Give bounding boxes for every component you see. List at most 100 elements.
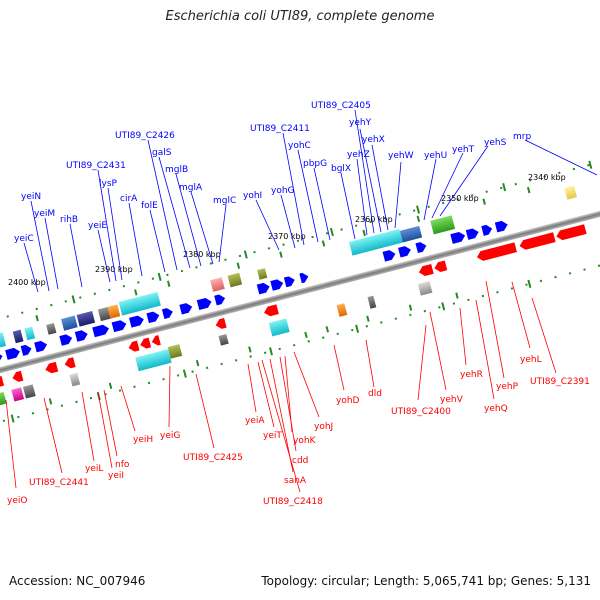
tick-dot bbox=[558, 171, 561, 175]
tick-dot bbox=[529, 179, 532, 182]
tick-dot bbox=[263, 351, 267, 354]
forward-gene-arrow bbox=[111, 320, 127, 333]
tick-dot bbox=[234, 359, 238, 362]
gene-label-yehU: yehU bbox=[424, 151, 447, 161]
tick-dot bbox=[93, 292, 97, 295]
accession-label: Accession: NC_007946 bbox=[9, 574, 146, 588]
tick-dot bbox=[147, 381, 151, 385]
tick-dot bbox=[151, 277, 155, 280]
feature-block bbox=[227, 272, 243, 288]
feature-block bbox=[248, 346, 252, 353]
tick-dot bbox=[195, 266, 198, 269]
tick-dot bbox=[253, 250, 256, 254]
gene-label-UTI89_C2411: UTI89_C2411 bbox=[250, 124, 310, 134]
feature-block bbox=[279, 251, 283, 258]
feature-block bbox=[408, 304, 413, 311]
tick-mark bbox=[588, 160, 593, 169]
feature-block bbox=[564, 185, 578, 200]
forward-gene-arrow bbox=[179, 303, 193, 315]
gene-label-UTI89_C2391: UTI89_C2391 bbox=[530, 377, 590, 387]
tick-mark bbox=[416, 205, 421, 214]
gene-label-yeiE: yeiE bbox=[88, 221, 107, 231]
tick-dot bbox=[583, 268, 586, 271]
reverse-gene-arrow bbox=[0, 375, 5, 387]
tick-dot bbox=[75, 400, 78, 404]
tick-dot bbox=[278, 347, 281, 351]
tick-mark bbox=[527, 279, 532, 289]
reverse-gene-arrow bbox=[264, 304, 279, 317]
gene-label-yeiO: yeiO bbox=[7, 496, 27, 506]
feature-block bbox=[135, 349, 172, 372]
gene-label-UTI89_C2431: UTI89_C2431 bbox=[66, 161, 126, 171]
forward-gene-arrow bbox=[92, 324, 109, 338]
tick-dot bbox=[485, 190, 488, 193]
tick-dot bbox=[467, 298, 470, 302]
gene-label-yehW: yehW bbox=[388, 151, 414, 161]
gene-label-yohJ: yohJ bbox=[314, 422, 333, 432]
feature-block bbox=[362, 229, 366, 237]
forward-gene-arrow bbox=[129, 315, 144, 328]
feature-block bbox=[366, 315, 370, 322]
feature-block bbox=[134, 289, 138, 296]
gene-label-yehP: yehP bbox=[496, 382, 519, 392]
tick-dot bbox=[325, 232, 329, 235]
gene-label-yeiA: yeiA bbox=[245, 416, 265, 426]
gene-label-yohD: yohD bbox=[336, 396, 360, 406]
feature-block bbox=[257, 268, 268, 280]
tick-dot bbox=[514, 182, 517, 186]
feature-block bbox=[69, 372, 81, 387]
forward-gene-arrow bbox=[256, 282, 270, 295]
feature-block bbox=[22, 384, 36, 399]
gene-label-cdd: cdd bbox=[292, 456, 308, 466]
reverse-gene-arrow bbox=[215, 317, 227, 329]
gene-label-UTI89_C2400: UTI89_C2400 bbox=[391, 407, 451, 417]
tick-dot bbox=[21, 311, 24, 314]
tick-dot bbox=[409, 313, 412, 317]
tick-mark bbox=[157, 272, 162, 282]
gene-label-mglA: mglA bbox=[179, 183, 203, 193]
reverse-gene-arrow bbox=[64, 357, 76, 369]
reverse-gene-labels bbox=[5, 280, 557, 493]
tick-dot bbox=[282, 243, 285, 246]
tick-mark bbox=[441, 302, 446, 311]
gene-label-nfo: nfo bbox=[115, 460, 130, 470]
feature-block bbox=[417, 281, 433, 296]
forward-gene-arrow bbox=[146, 311, 160, 324]
gene-label-UTI89_C2426: UTI89_C2426 bbox=[115, 131, 175, 141]
gene-label-lysP: lysP bbox=[99, 179, 118, 189]
gene-label-yeiN: yeiN bbox=[21, 192, 41, 202]
forward-gene-arrow bbox=[34, 340, 48, 353]
forward-gene-arrow bbox=[382, 250, 396, 262]
tick-dot bbox=[456, 198, 459, 201]
gene-label-yehL: yehL bbox=[520, 355, 542, 365]
tick-dot bbox=[108, 288, 111, 292]
forward-gene-arrow bbox=[270, 279, 284, 291]
feature-block bbox=[108, 382, 113, 389]
tick-dot bbox=[31, 412, 35, 415]
feature-block bbox=[336, 303, 348, 317]
gene-features bbox=[0, 185, 587, 407]
gene-label-bglX: bglX bbox=[331, 164, 351, 174]
gene-label-folE: folE bbox=[141, 201, 158, 211]
feature-block bbox=[367, 295, 377, 309]
tick-dot bbox=[554, 275, 557, 279]
forward-gene-arrow bbox=[465, 228, 479, 240]
feature-block bbox=[46, 323, 57, 335]
forward-gene-arrow bbox=[5, 347, 20, 360]
tick-dot-rows bbox=[2, 160, 600, 423]
gene-label-galS: galS bbox=[152, 148, 172, 158]
feature-block bbox=[210, 277, 225, 292]
tick-dot bbox=[50, 303, 53, 307]
gene-label-yehS: yehS bbox=[484, 138, 507, 148]
reverse-gene-arrow bbox=[418, 264, 434, 276]
gene-label-dld: dld bbox=[368, 389, 382, 399]
feature-block bbox=[167, 344, 183, 359]
forward-gene-arrow bbox=[196, 298, 212, 310]
tick-dot bbox=[220, 362, 223, 366]
gene-label-yehQ: yehQ bbox=[484, 404, 508, 414]
feature-block bbox=[195, 359, 200, 367]
feature-block bbox=[399, 225, 423, 243]
gene-label-yeiI: yeiI bbox=[108, 471, 124, 481]
tick-dot bbox=[471, 194, 474, 197]
